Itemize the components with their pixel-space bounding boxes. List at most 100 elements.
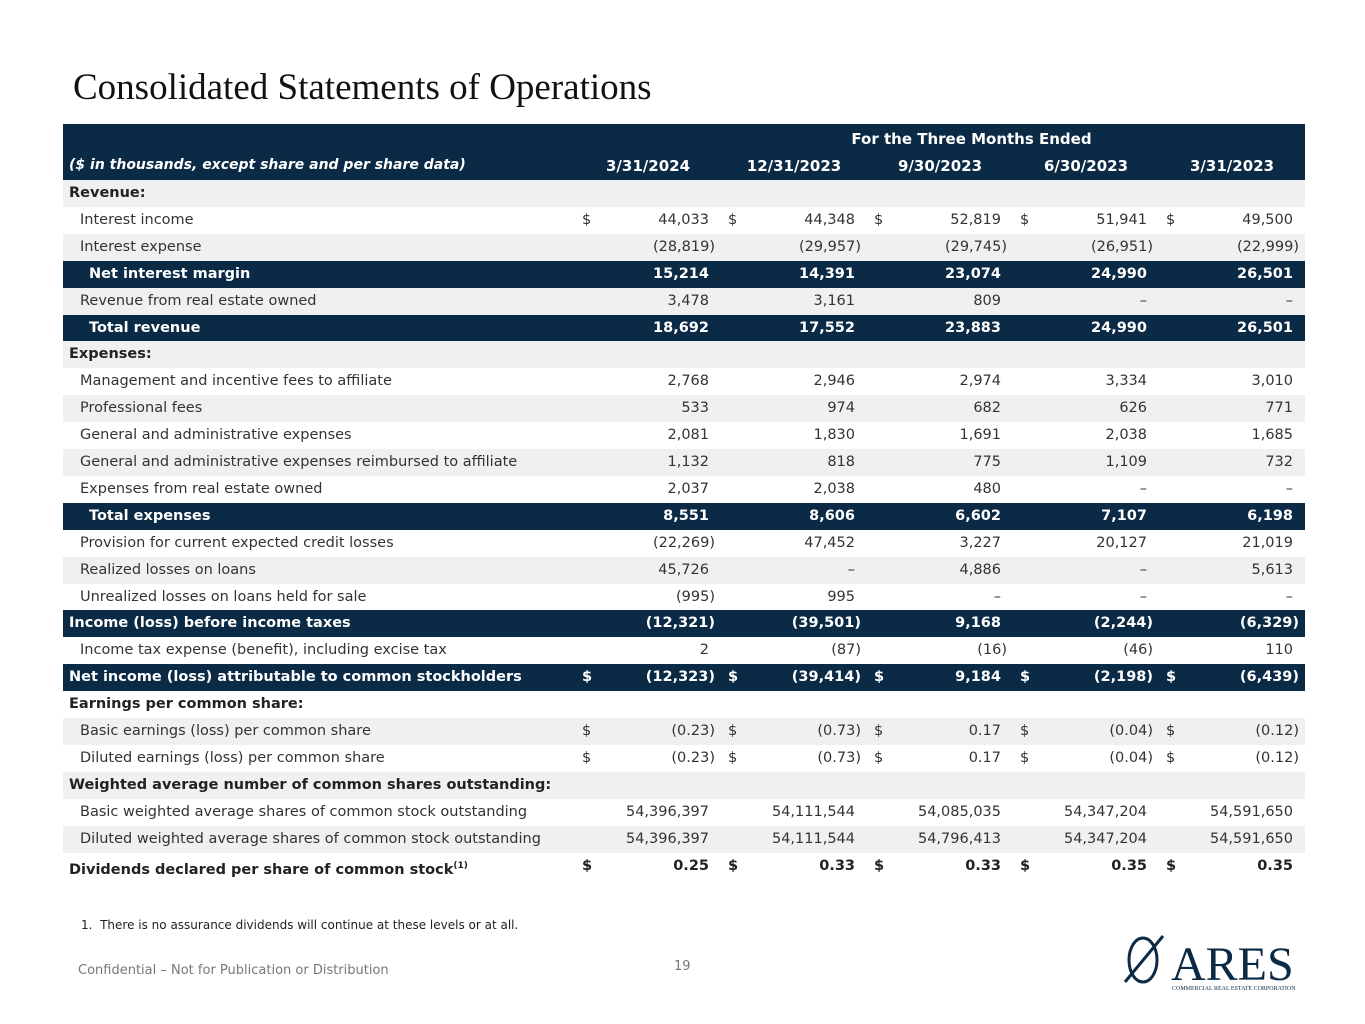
cell-value: (16) xyxy=(977,642,1007,659)
cell-value: 54,085,035 xyxy=(917,803,1001,820)
cell-value: 3,010 xyxy=(1251,373,1293,390)
column-header: 9/30/2023 xyxy=(897,157,983,175)
cell-value: 7,107 xyxy=(1101,507,1147,524)
cell-value: 47,452 xyxy=(804,534,855,551)
cell-value: (0.12) xyxy=(1255,723,1299,739)
cell-value: 54,796,413 xyxy=(917,830,1001,847)
table-row: Management and incentive fees to affilia… xyxy=(63,368,1305,396)
cell-value: 26,501 xyxy=(1237,265,1293,282)
table-row: Income tax expense (benefit), including … xyxy=(63,637,1305,665)
cell-value: 732 xyxy=(1265,454,1293,470)
logo-ring xyxy=(1127,936,1159,984)
row-label: Expenses from real estate owned xyxy=(80,480,323,497)
cell-value: 2,038 xyxy=(813,480,855,497)
row-label: Income tax expense (benefit), including … xyxy=(80,642,447,659)
cell-value: 0.35 xyxy=(1111,857,1147,874)
currency-sign: $ xyxy=(1166,211,1176,228)
cell-value: 480 xyxy=(973,480,1001,497)
table-row: Revenue: xyxy=(63,180,1305,207)
cell-value: 45,726 xyxy=(658,561,709,578)
cell-value: 54,396,397 xyxy=(625,830,709,847)
currency-sign: $ xyxy=(728,669,739,686)
row-label: Interest expense xyxy=(80,238,202,255)
cell-value: (0.04) xyxy=(1109,723,1153,739)
cell-value: (22,269) xyxy=(652,534,715,551)
currency-sign: $ xyxy=(1166,857,1177,874)
row-label: Total expenses xyxy=(89,507,211,524)
cell-value: 23,074 xyxy=(945,265,1001,282)
cell-value: 54,111,544 xyxy=(771,830,855,847)
cell-value: 54,396,397 xyxy=(625,803,709,820)
cell-value: 51,941 xyxy=(1096,211,1147,228)
cell-value: (28,819) xyxy=(652,238,715,255)
currency-sign: $ xyxy=(874,857,885,874)
cell-value: 0.33 xyxy=(819,857,855,874)
table: For the Three Months Ended ($ in thousan… xyxy=(63,124,1305,881)
row-label: Realized losses on loans xyxy=(80,561,256,578)
footnote-ref: (1) xyxy=(453,860,468,871)
row-label: Diluted earnings (loss) per common share xyxy=(80,749,385,766)
currency-sign: $ xyxy=(1166,669,1177,686)
table-row: Diluted earnings (loss) per common share… xyxy=(63,744,1305,772)
cell-value: 0.33 xyxy=(965,857,1001,874)
cell-value: 0.35 xyxy=(1257,857,1293,874)
cell-value: 44,033 xyxy=(658,211,709,228)
cell-value: 533 xyxy=(681,400,709,417)
cell-value: (12,323) xyxy=(645,669,715,686)
row-label: General and administrative expenses reim… xyxy=(80,454,518,470)
cell-value: 24,990 xyxy=(1091,319,1147,336)
row-label: Revenue: xyxy=(69,185,146,201)
cell-value: (26,951) xyxy=(1090,238,1153,255)
row-label: Net income (loss) attributable to common… xyxy=(69,669,522,686)
logo-slash xyxy=(1123,935,1165,983)
cell-value: 0.25 xyxy=(673,857,709,874)
currency-sign: $ xyxy=(874,723,884,739)
logo-name: ARES xyxy=(1171,938,1294,991)
currency-sign: $ xyxy=(728,857,739,874)
currency-sign: $ xyxy=(1020,211,1030,228)
cell-value: (995) xyxy=(676,588,715,605)
currency-sign: $ xyxy=(874,211,884,228)
currency-sign: $ xyxy=(874,669,885,686)
cell-value: 0.17 xyxy=(968,723,1001,739)
column-header: 6/30/2023 xyxy=(1043,157,1129,175)
cell-value: 54,347,204 xyxy=(1063,803,1147,820)
table-row: Basic earnings (loss) per common share $ (… xyxy=(63,718,1305,745)
footnote: 1. There is no assurance dividends will … xyxy=(81,918,518,932)
table-row: Expenses from real estate owned 2,037 2,03… xyxy=(63,475,1305,503)
cell-value: (0.23) xyxy=(671,749,715,766)
cell-value: 626 xyxy=(1119,400,1147,417)
cell-value: 2,038 xyxy=(1105,427,1147,444)
column-header: 3/31/2024 xyxy=(605,157,691,175)
cell-value: 1,685 xyxy=(1251,427,1293,444)
currency-sign: $ xyxy=(1020,723,1030,739)
table-row: Interest expense (28,819) (29,957) (29,745)… xyxy=(63,233,1305,261)
table-row: Dividends declared per share of common s… xyxy=(63,852,1305,880)
table-row: Professional fees 533 974 682 626 771 xyxy=(63,395,1305,423)
confidential-note: Confidential – Not for Publication or Di… xyxy=(78,963,389,978)
cell-value: – xyxy=(1285,480,1293,497)
cell-value: 26,501 xyxy=(1237,319,1293,336)
table-row: General and administrative expenses reim… xyxy=(63,449,1305,476)
cell-value: 771 xyxy=(1265,400,1293,417)
row-label: Income (loss) before income taxes xyxy=(69,615,351,632)
table-row: Total expenses 8,551 8,606 6,602 7,107 6,198 xyxy=(63,502,1305,530)
cell-value: 17,552 xyxy=(799,319,855,336)
cell-value: – xyxy=(1285,588,1293,605)
currency-sign: $ xyxy=(1166,723,1176,739)
cell-value: 18,692 xyxy=(653,319,709,336)
cell-value: 24,990 xyxy=(1091,265,1147,282)
footnote-marker: 1. xyxy=(81,918,93,932)
table-row: Basic weighted average shares of common … xyxy=(63,798,1305,826)
table-row: Realized losses on loans 45,726 – 4,886 – 5,6… xyxy=(63,556,1305,584)
table-row: Earnings per common share: xyxy=(63,691,1305,719)
cell-value: 15,214 xyxy=(653,265,709,282)
cell-value: 809 xyxy=(973,292,1001,309)
cell-value: (29,957) xyxy=(798,238,861,255)
cell-value: 5,613 xyxy=(1251,561,1293,578)
cell-value: (0.04) xyxy=(1109,749,1153,766)
table-row: Provision for current expected credit lo… xyxy=(63,529,1305,557)
footnote-text: There is no assurance dividends will con… xyxy=(100,918,519,932)
cell-value: 2,974 xyxy=(959,373,1001,390)
currency-sign: $ xyxy=(1020,669,1031,686)
